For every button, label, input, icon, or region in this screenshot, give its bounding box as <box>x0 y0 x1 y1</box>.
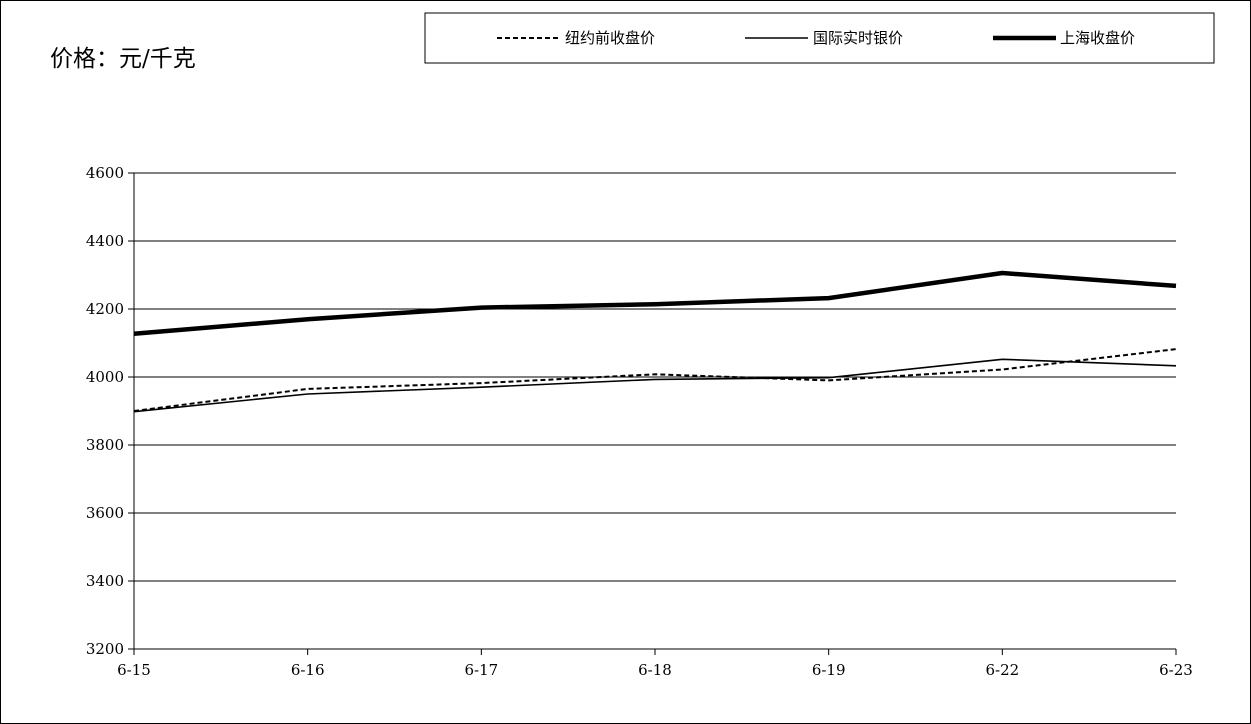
x-tick-label: 6-16 <box>291 661 325 679</box>
series-lines <box>134 273 1176 412</box>
legend: 纽约前收盘价 国际实时银价 上海收盘价 <box>425 13 1214 63</box>
y-tick-label: 4200 <box>86 300 124 318</box>
y-tick-label: 4000 <box>86 368 124 386</box>
x-tick-label: 6-18 <box>638 661 672 679</box>
legend-label-2: 国际实时银价 <box>813 29 903 47</box>
x-tick-label: 6-22 <box>985 661 1019 679</box>
y-tick-label: 3200 <box>86 640 124 658</box>
y-tick-label: 3600 <box>86 504 124 522</box>
legend-label-1: 纽约前收盘价 <box>565 29 655 47</box>
x-tick-label: 6-17 <box>464 661 498 679</box>
gridlines <box>134 173 1176 581</box>
x-axis-ticks: 6-15 6-16 6-17 6-18 6-19 6-22 6-23 <box>117 649 1193 679</box>
series-line-3 <box>134 273 1176 334</box>
y-tick-label: 4400 <box>86 232 124 250</box>
y-tick-label: 3400 <box>86 572 124 590</box>
y-tick-label: 3800 <box>86 436 124 454</box>
y-tick-label: 4600 <box>86 164 124 182</box>
axes <box>134 173 1176 649</box>
x-tick-label: 6-23 <box>1159 661 1193 679</box>
legend-label-3: 上海收盘价 <box>1060 29 1135 47</box>
x-tick-label: 6-19 <box>812 661 846 679</box>
y-axis-ticks: 3200 3400 3600 3800 4000 4200 4400 4600 <box>86 164 134 658</box>
x-tick-label: 6-15 <box>117 661 151 679</box>
y-unit-label: 价格：元/千克 <box>50 46 196 72</box>
